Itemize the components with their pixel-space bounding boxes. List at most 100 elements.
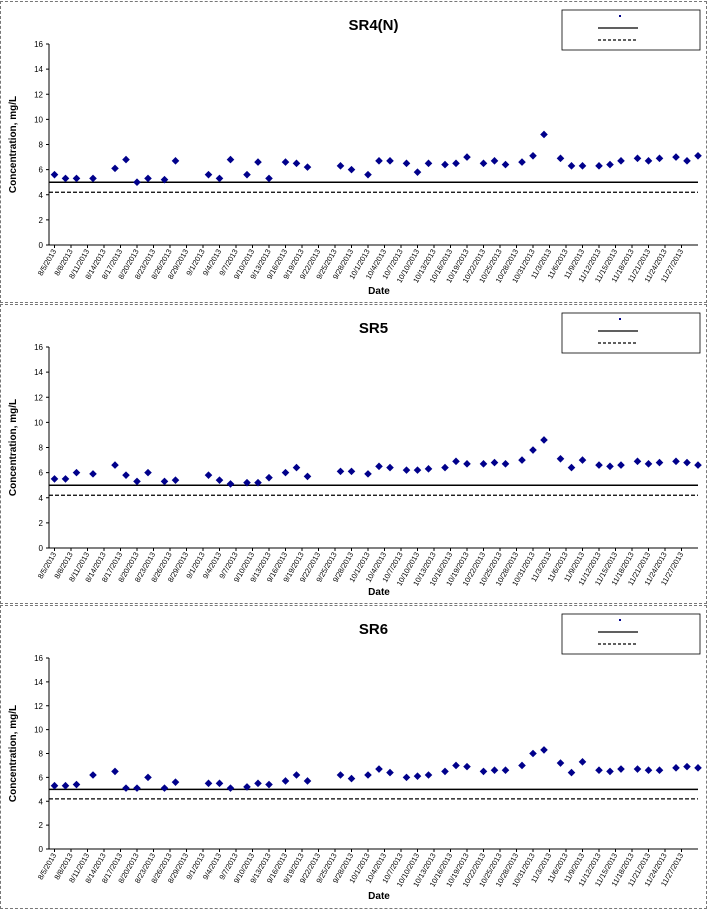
data-point [122,784,130,792]
data-point [50,170,59,179]
data-point [606,767,614,776]
chart-panel-sr4n: SR4(N) 0 2 4 6 8 10 12 14 16 8/5/2013 8/8/2013 8/11/… [0,1,707,303]
data-point [243,783,251,791]
data-point [694,764,702,772]
chart-sr5: SR502468101214168/5/20138/8/20138/11/201… [8,312,702,598]
data-point [336,162,345,170]
data-point [292,771,301,779]
y-tick-label: 12 [34,393,43,402]
data-point [441,463,449,472]
data-point [518,158,526,166]
data-point [655,154,664,163]
data-point [463,762,471,771]
chart-title: SR4(N) [348,17,398,34]
data-point [529,446,537,454]
data-point [413,466,422,474]
y-tick-label: 0 [39,241,44,250]
data-point [529,152,537,160]
chart-panel-sr5: SR5 0 2 4 6 8 10 12 14 16 8/5/2013 8/8/2013 8/11/201… [0,304,707,604]
data-point [336,771,345,779]
data-point [402,159,411,168]
data-point [111,767,119,776]
chart-sr6: SR602468101214168/5/20138/8/20138/11/201… [8,613,702,902]
data-point [441,767,449,776]
data-point [265,780,273,789]
data-point [452,159,460,168]
legend [561,613,701,655]
data-point [89,174,97,183]
data-point [281,777,290,785]
data-point [479,460,488,468]
data-point [226,480,235,488]
data-point [595,461,603,469]
data-point [479,767,488,776]
data-point [518,761,526,770]
data-point [61,781,70,790]
chart-panel-sr6: SR6 0 2 4 6 8 10 12 14 16 8/5/2013 8/8/2013 8/11/201… [0,605,707,909]
y-tick-label: 2 [39,216,44,225]
y-axis-title: Concentration, mg/L [8,399,19,496]
data-point [72,174,81,183]
data-point [529,749,537,758]
data-point [683,762,691,771]
data-point [452,457,460,466]
data-point [133,784,141,792]
data-point [655,766,664,775]
data-point [501,160,510,169]
y-tick-label: 16 [34,654,43,663]
data-point [567,162,576,170]
data-point [540,130,548,139]
y-tick-label: 6 [39,773,44,782]
y-tick-label: 10 [34,418,43,427]
legend-box [561,613,701,655]
y-tick-label: 6 [39,469,44,478]
data-point [501,766,510,775]
data-point [633,765,642,773]
data-point [72,468,81,477]
data-point [402,773,411,782]
data-point [375,157,383,165]
data-point [336,467,345,476]
y-tick-label: 2 [39,519,44,528]
data-point [424,465,433,473]
data-point [303,163,312,171]
y-tick-label: 8 [39,444,44,453]
data-point [375,765,383,773]
data-point [386,768,394,777]
data-point [50,475,59,483]
data-point [540,746,548,754]
data-point [303,472,312,481]
data-point [644,766,653,775]
y-tick-label: 10 [34,115,43,124]
data-point [364,771,372,779]
y-tick-label: 12 [34,90,43,99]
data-point [644,157,653,165]
data-point [50,781,59,790]
data-point [633,457,642,466]
data-point [243,478,251,487]
legend-box [561,9,701,51]
data-point [424,159,433,168]
data-point [463,153,471,161]
data-point [292,463,301,472]
y-tick-label: 12 [34,702,43,711]
legend-box [561,312,701,354]
data-point [644,460,653,468]
y-axis-title: Concentration, mg/L [8,96,19,193]
data-point [254,779,262,788]
data-point [144,174,152,183]
data-point [89,771,97,779]
y-tick-label: 14 [34,678,43,687]
data-point [617,157,625,165]
data-point [501,460,510,468]
data-point [204,170,213,179]
legend-marker [619,619,621,621]
y-tick-label: 8 [39,750,44,759]
data-point [292,159,301,168]
data-point [111,461,119,469]
data-point [452,761,460,770]
data-point [606,160,614,169]
data-point [160,175,169,184]
data-point [540,436,548,444]
data-point [254,158,262,166]
